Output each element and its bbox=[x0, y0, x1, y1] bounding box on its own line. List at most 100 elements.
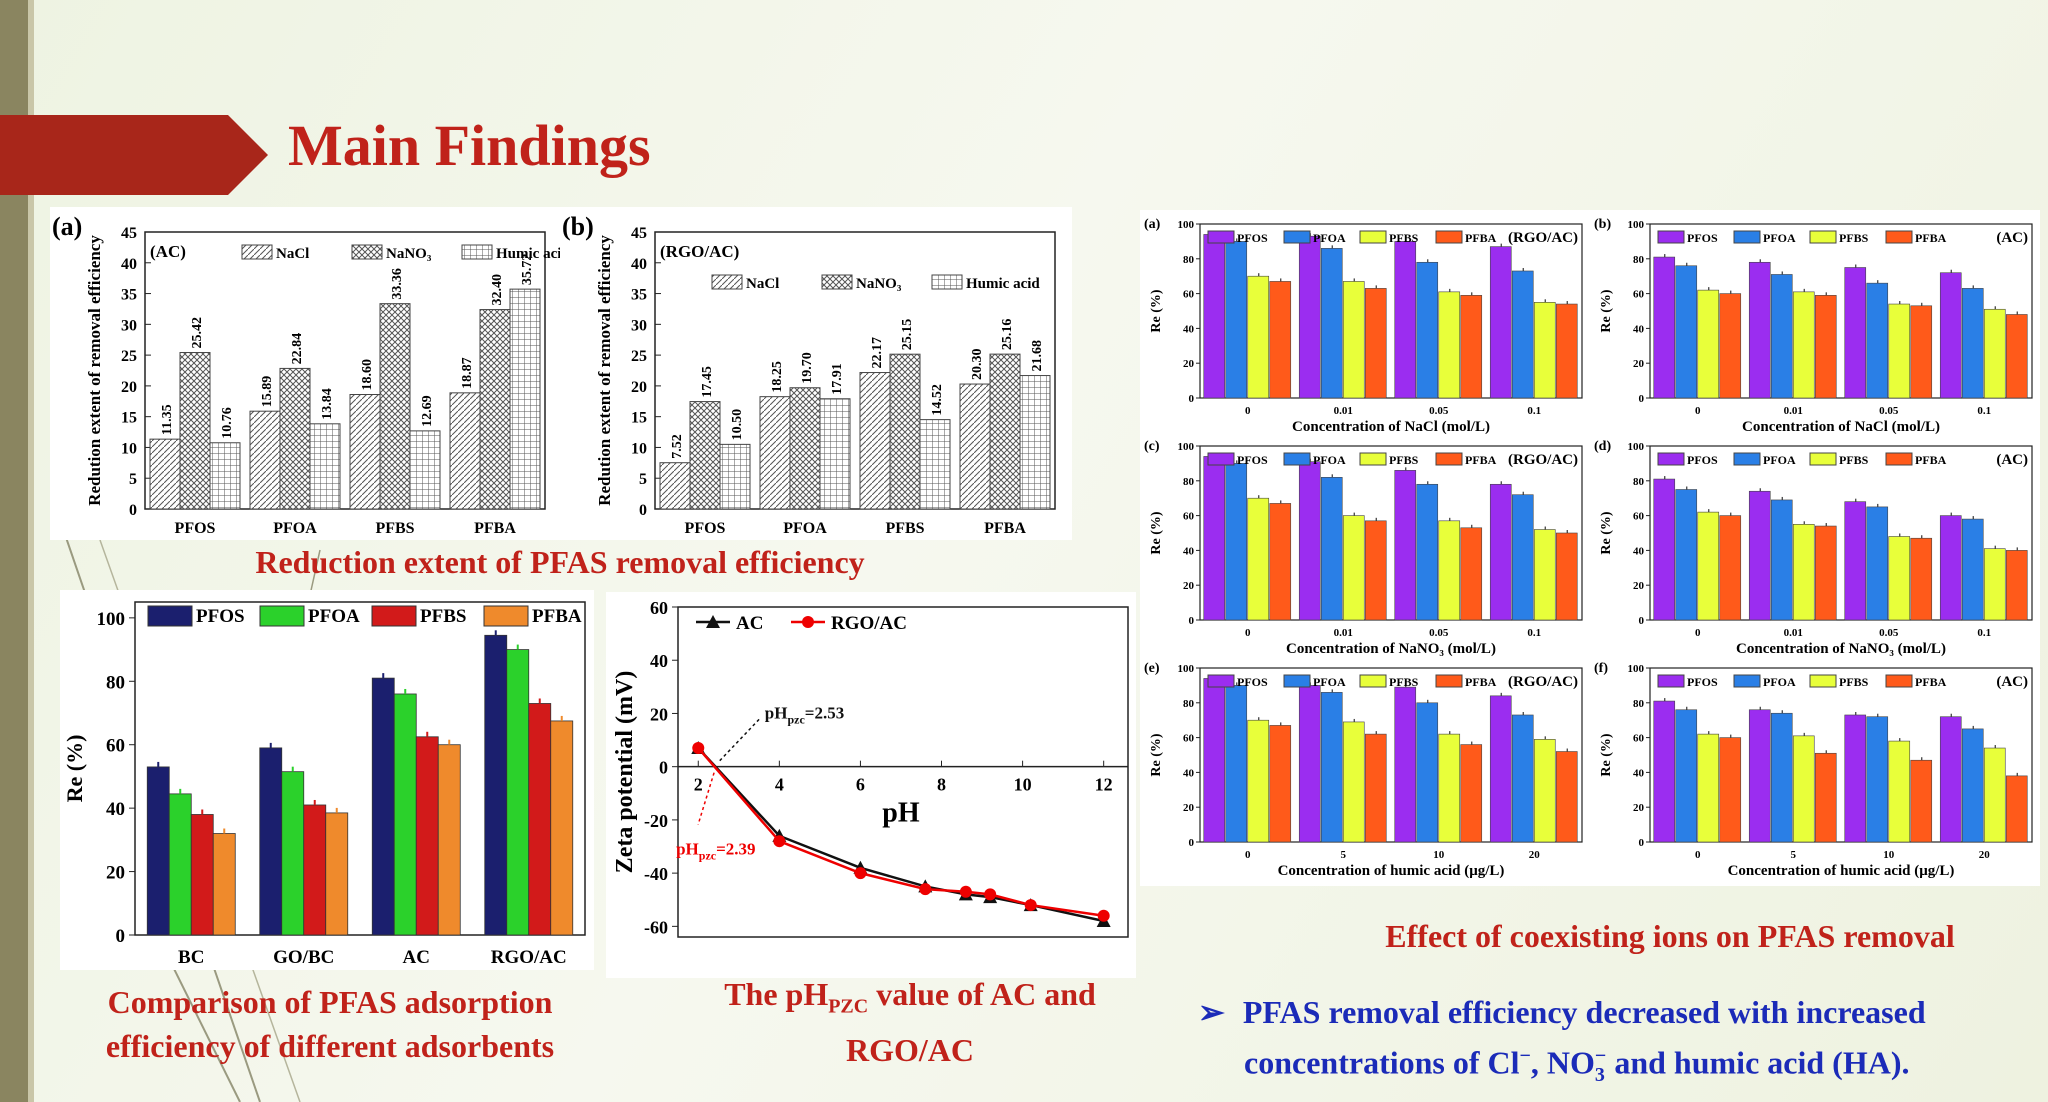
bar bbox=[1888, 303, 1911, 399]
bar bbox=[1555, 532, 1578, 621]
bar bbox=[1792, 291, 1815, 399]
bar bbox=[1019, 375, 1051, 510]
data-point bbox=[692, 742, 705, 755]
x-axis-label: Concentration of NaNO₃ (mol/L) bbox=[1286, 641, 1496, 657]
bar bbox=[149, 438, 181, 510]
bar bbox=[281, 771, 305, 936]
panel-label: (RGO/AC) bbox=[660, 242, 739, 261]
y-tick-label: 100 bbox=[1178, 663, 1195, 675]
reduction-chart-rgoac: (b) (RGO/AC) 0 5 10 15 20 25 30 35 40 45 Redution ex… bbox=[562, 212, 1056, 537]
y-tick-label: 80 bbox=[1633, 698, 1645, 710]
y-tick-label: 20 bbox=[1183, 802, 1195, 814]
x-axis-label: Concentration of NaNO₃ (mol/L) bbox=[1736, 641, 1946, 657]
x-tick-label: AC bbox=[403, 947, 430, 968]
bar-value-label: 13.84 bbox=[320, 388, 335, 420]
caption-comparison: Comparison of PFAS adsorption efficiency… bbox=[100, 980, 560, 1068]
bar bbox=[1770, 712, 1793, 843]
bar bbox=[1269, 503, 1292, 621]
bar bbox=[1298, 685, 1321, 843]
legend-label: AC bbox=[736, 613, 763, 634]
bar bbox=[1719, 737, 1742, 843]
comparison-panel: 0 20 40 60 80 100 Re (%) BC GO/BC AC RGO/AC PFOS PFO… bbox=[60, 590, 594, 970]
legend-swatch bbox=[241, 244, 273, 260]
caption-comparison-line2: efficiency of different adsorbents bbox=[105, 1028, 555, 1064]
left-side-stripe bbox=[28, 0, 34, 1102]
series-line bbox=[697, 747, 1104, 923]
plot-frame bbox=[1199, 667, 1583, 843]
x-tick-label: 0.1 bbox=[1527, 627, 1541, 639]
x-tick-label: 10 bbox=[1433, 849, 1445, 861]
y-tick-label: 10 bbox=[121, 440, 137, 457]
bar bbox=[1533, 302, 1556, 399]
y-tick-label: 20 bbox=[1183, 358, 1195, 370]
legend-label: PFOS bbox=[1237, 675, 1268, 689]
bar bbox=[1939, 515, 1962, 621]
caption-ph: The pHPZC value of AC and RGO/AC bbox=[660, 972, 1160, 1072]
bar-value-label: 11.35 bbox=[160, 404, 175, 435]
y-tick-label: 0 bbox=[1639, 837, 1645, 849]
y-tick-label: 15 bbox=[631, 410, 647, 427]
bar bbox=[1814, 295, 1837, 399]
caption-ph-sub: PZC bbox=[828, 995, 869, 1018]
title-arrow-banner bbox=[0, 115, 268, 195]
y-tick-label: 30 bbox=[631, 317, 647, 334]
bullet-sub: 3 bbox=[1594, 1064, 1605, 1087]
bar bbox=[859, 372, 891, 510]
bar bbox=[1225, 685, 1248, 843]
bar bbox=[1866, 282, 1889, 399]
y-tick-label: 0 bbox=[116, 926, 126, 947]
bar bbox=[1792, 735, 1815, 843]
bar bbox=[379, 303, 411, 510]
legend-swatch bbox=[1283, 230, 1311, 244]
y-axis-label: Zeta potential (mV) bbox=[612, 671, 638, 874]
data-point bbox=[984, 888, 997, 901]
y-tick-label: 60 bbox=[1633, 733, 1645, 745]
bar-value-label: 33.36 bbox=[390, 268, 405, 300]
data-point bbox=[1097, 909, 1110, 922]
reduction-panel-ac: (a) (AC) 0 5 10 15 20 25 30 35 40 45 Redution extent… bbox=[50, 207, 570, 540]
bar bbox=[1555, 303, 1578, 399]
legend-swatch bbox=[483, 605, 529, 627]
x-tick-label: 0.05 bbox=[1879, 405, 1899, 417]
legend-label: PFBA bbox=[1915, 231, 1947, 245]
bar-value-label: 20.30 bbox=[970, 349, 985, 381]
bar bbox=[1247, 275, 1270, 399]
panel-label: (AC) bbox=[1996, 452, 2028, 468]
x-tick-label: 8 bbox=[937, 775, 946, 795]
panel-letter: (a) bbox=[1144, 217, 1161, 232]
x-tick-label: 0 bbox=[1245, 405, 1251, 417]
legend-marker bbox=[802, 616, 814, 628]
bar bbox=[1748, 709, 1771, 843]
x-axis-label: pH bbox=[882, 798, 920, 829]
series-line bbox=[697, 747, 1104, 917]
bar bbox=[1438, 733, 1461, 843]
bar bbox=[1961, 728, 1984, 843]
bar bbox=[1203, 456, 1226, 621]
bar bbox=[1770, 499, 1793, 621]
bar bbox=[449, 392, 481, 510]
legend-marker bbox=[706, 615, 720, 628]
bar bbox=[1394, 686, 1417, 843]
plot-frame bbox=[654, 231, 1056, 510]
bar bbox=[659, 462, 691, 510]
y-tick-label: 80 bbox=[106, 672, 125, 693]
y-tick-label: 20 bbox=[650, 704, 668, 724]
legend-swatch bbox=[1809, 230, 1837, 244]
y-tick-label: 20 bbox=[106, 863, 125, 884]
x-tick-label: 0 bbox=[1695, 627, 1701, 639]
y-tick-label: 35 bbox=[631, 287, 647, 304]
legend-label: PFBA bbox=[1465, 231, 1497, 245]
x-axis-label: Concentration of humic acid (μg/L) bbox=[1728, 863, 1955, 879]
y-tick-label: 40 bbox=[1633, 323, 1645, 335]
legend-label: PFOS bbox=[1237, 231, 1268, 245]
y-tick-label: 100 bbox=[97, 609, 126, 630]
y-tick-label: 0 bbox=[1639, 393, 1645, 405]
panel-letter: (e) bbox=[1144, 661, 1160, 676]
bar bbox=[1814, 752, 1837, 843]
bar bbox=[889, 353, 921, 510]
bar bbox=[1489, 695, 1512, 843]
bar bbox=[1416, 483, 1439, 621]
legend-swatch bbox=[1207, 452, 1235, 466]
x-tick-label: 12 bbox=[1095, 775, 1113, 795]
